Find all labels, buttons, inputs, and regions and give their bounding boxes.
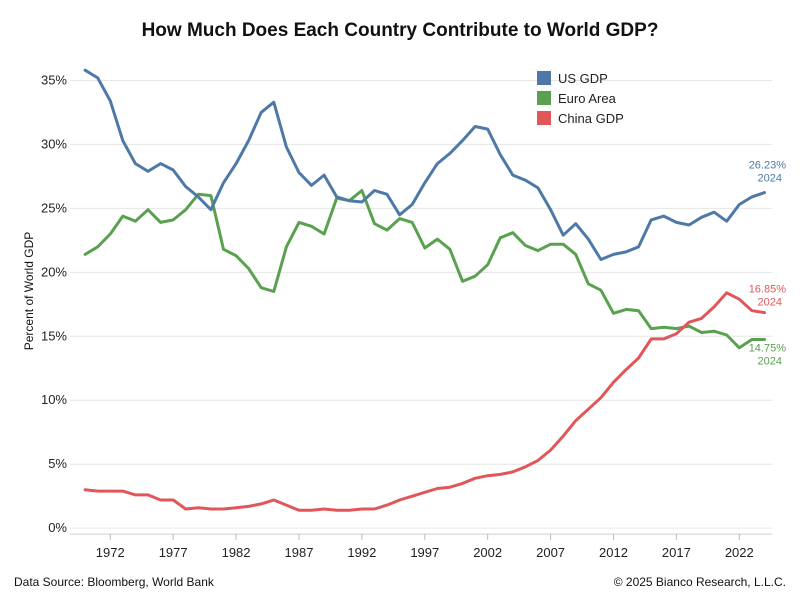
y-tick-label: 35% xyxy=(41,72,67,87)
legend: US GDP Euro Area China GDP xyxy=(537,71,624,126)
legend-swatch xyxy=(537,111,551,125)
x-tick-label: 1992 xyxy=(347,545,376,560)
legend-label: Euro Area xyxy=(558,91,617,106)
end-label-year: 2024 xyxy=(758,173,782,185)
legend-swatch xyxy=(537,71,551,85)
chart-title: How Much Does Each Country Contribute to… xyxy=(142,20,659,41)
y-tick-label: 0% xyxy=(48,520,67,535)
gridlines xyxy=(70,79,772,529)
x-tick-label: 1987 xyxy=(285,545,314,560)
end-label-value: 16.85% xyxy=(749,284,787,296)
y-tick-label: 20% xyxy=(41,264,67,279)
x-tick-label: 2017 xyxy=(662,545,691,560)
y-tick-label: 5% xyxy=(48,456,67,471)
end-label-year: 2024 xyxy=(758,297,782,309)
x-axis: 1972 1977 1982 1987 1992 1997 2002 2007 2012 2017… xyxy=(70,533,772,560)
end-label-value: 14.75% xyxy=(749,342,787,354)
legend-label: US GDP xyxy=(558,71,608,86)
y-axis: 0% 5% 10% 15% 20% 25% 30% 35% xyxy=(41,72,67,535)
y-tick-label: 25% xyxy=(41,200,67,215)
series-line-us-gdp xyxy=(83,68,766,261)
data-source: Data Source: Bloomberg, World Bank xyxy=(14,575,215,589)
x-tick-label: 1977 xyxy=(159,545,188,560)
x-tick-label: 1997 xyxy=(410,545,439,560)
y-tick-label: 15% xyxy=(41,328,67,343)
x-tick-label: 2022 xyxy=(725,545,754,560)
legend-swatch xyxy=(537,91,551,105)
end-label-value: 26.23% xyxy=(749,160,787,172)
x-tick-label: 1972 xyxy=(96,545,125,560)
x-tick-label: 2007 xyxy=(536,545,565,560)
x-tick-label: 2012 xyxy=(599,545,628,560)
y-axis-label: Percent of World GDP xyxy=(22,232,36,351)
y-tick-label: 30% xyxy=(41,136,67,151)
series-line-euro-area xyxy=(83,189,766,350)
copyright: © 2025 Bianco Research, L.L.C. xyxy=(614,575,786,589)
series-lines xyxy=(83,68,766,512)
x-tick-label: 2002 xyxy=(473,545,502,560)
x-tick-label: 1982 xyxy=(222,545,251,560)
y-tick-label: 10% xyxy=(41,392,67,407)
series-line-china-gdp xyxy=(83,291,766,512)
legend-label: China GDP xyxy=(558,111,624,126)
end-label-year: 2024 xyxy=(758,355,782,367)
